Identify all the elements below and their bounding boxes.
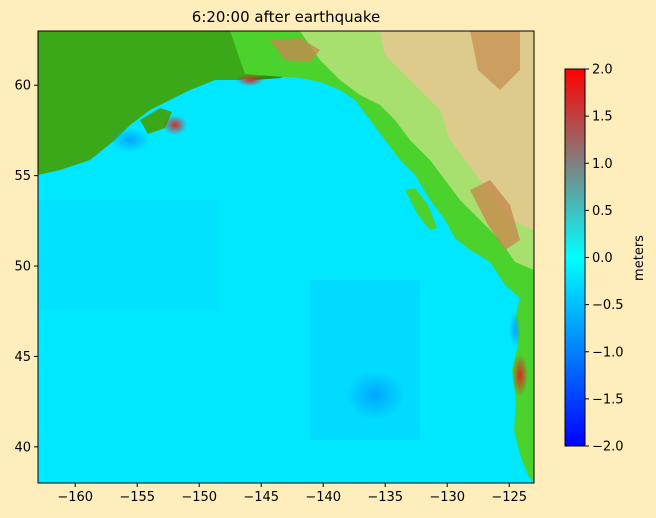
ocean-anomaly-band-2 — [38, 200, 218, 310]
y-tick-label: 50 — [14, 260, 31, 275]
colorbar-tick-label: 1.5 — [592, 110, 613, 125]
x-axis: −160 −155 −150 −145 −140 −135 −130 −125 — [57, 483, 527, 505]
x-tick-label: −140 — [305, 490, 341, 505]
x-tick-label: −125 — [491, 490, 527, 505]
anomaly-red-oregon — [512, 353, 528, 397]
colorbar-tick-label: 0.0 — [592, 251, 613, 266]
colorbar-tick-label: −2.0 — [592, 440, 624, 455]
colorbar-tick-label: −0.5 — [592, 298, 624, 313]
x-tick-label: −155 — [119, 490, 155, 505]
colorbar-label: meters — [632, 235, 647, 281]
y-tick-label: 40 — [14, 440, 31, 455]
land-peaks-coast — [470, 180, 520, 250]
island-vancouver — [405, 188, 437, 230]
x-tick-label: −150 — [181, 490, 217, 505]
colorbar-tick-label: 0.5 — [592, 204, 613, 219]
land-peaks-north — [270, 38, 320, 62]
plot-frame — [37, 30, 535, 484]
colorbar-tick-label: −1.0 — [592, 345, 624, 360]
x-tick-label: −130 — [429, 490, 465, 505]
colorbar: 2.0 1.5 1.0 0.5 0.0 −0.5 −1.0 −1.5 −2.0 meters — [564, 63, 647, 455]
chart-title: 6:20:00 after earthquake — [192, 8, 380, 26]
land-peaks-east — [470, 31, 520, 90]
x-tick-label: −160 — [57, 490, 93, 505]
y-tick-label: 60 — [14, 79, 31, 94]
x-tick-label: −145 — [243, 490, 279, 505]
colorbar-tick-label: −1.5 — [592, 392, 624, 407]
map-area — [38, 31, 534, 483]
anomaly-red-prince-william — [236, 74, 264, 86]
colorbar-ticks: 2.0 1.5 1.0 0.5 0.0 −0.5 −1.0 −1.5 −2.0 — [585, 63, 624, 455]
land-alaska-peninsula — [38, 31, 300, 175]
ocean-anomaly-deep — [345, 370, 405, 420]
colorbar-tick-label: 1.0 — [592, 157, 613, 172]
y-axis: 40 45 50 55 60 — [14, 79, 38, 455]
colorbar-gradient — [564, 68, 586, 447]
anomaly-blue-washington — [509, 312, 521, 348]
y-tick-label: 55 — [14, 169, 31, 184]
x-tick-label: −135 — [367, 490, 403, 505]
y-tick-label: 45 — [14, 350, 31, 365]
colorbar-tick-label: 2.0 — [592, 63, 613, 78]
anomaly-red-kodiak — [163, 115, 187, 135]
anomaly-blue-shelikof — [110, 128, 150, 152]
